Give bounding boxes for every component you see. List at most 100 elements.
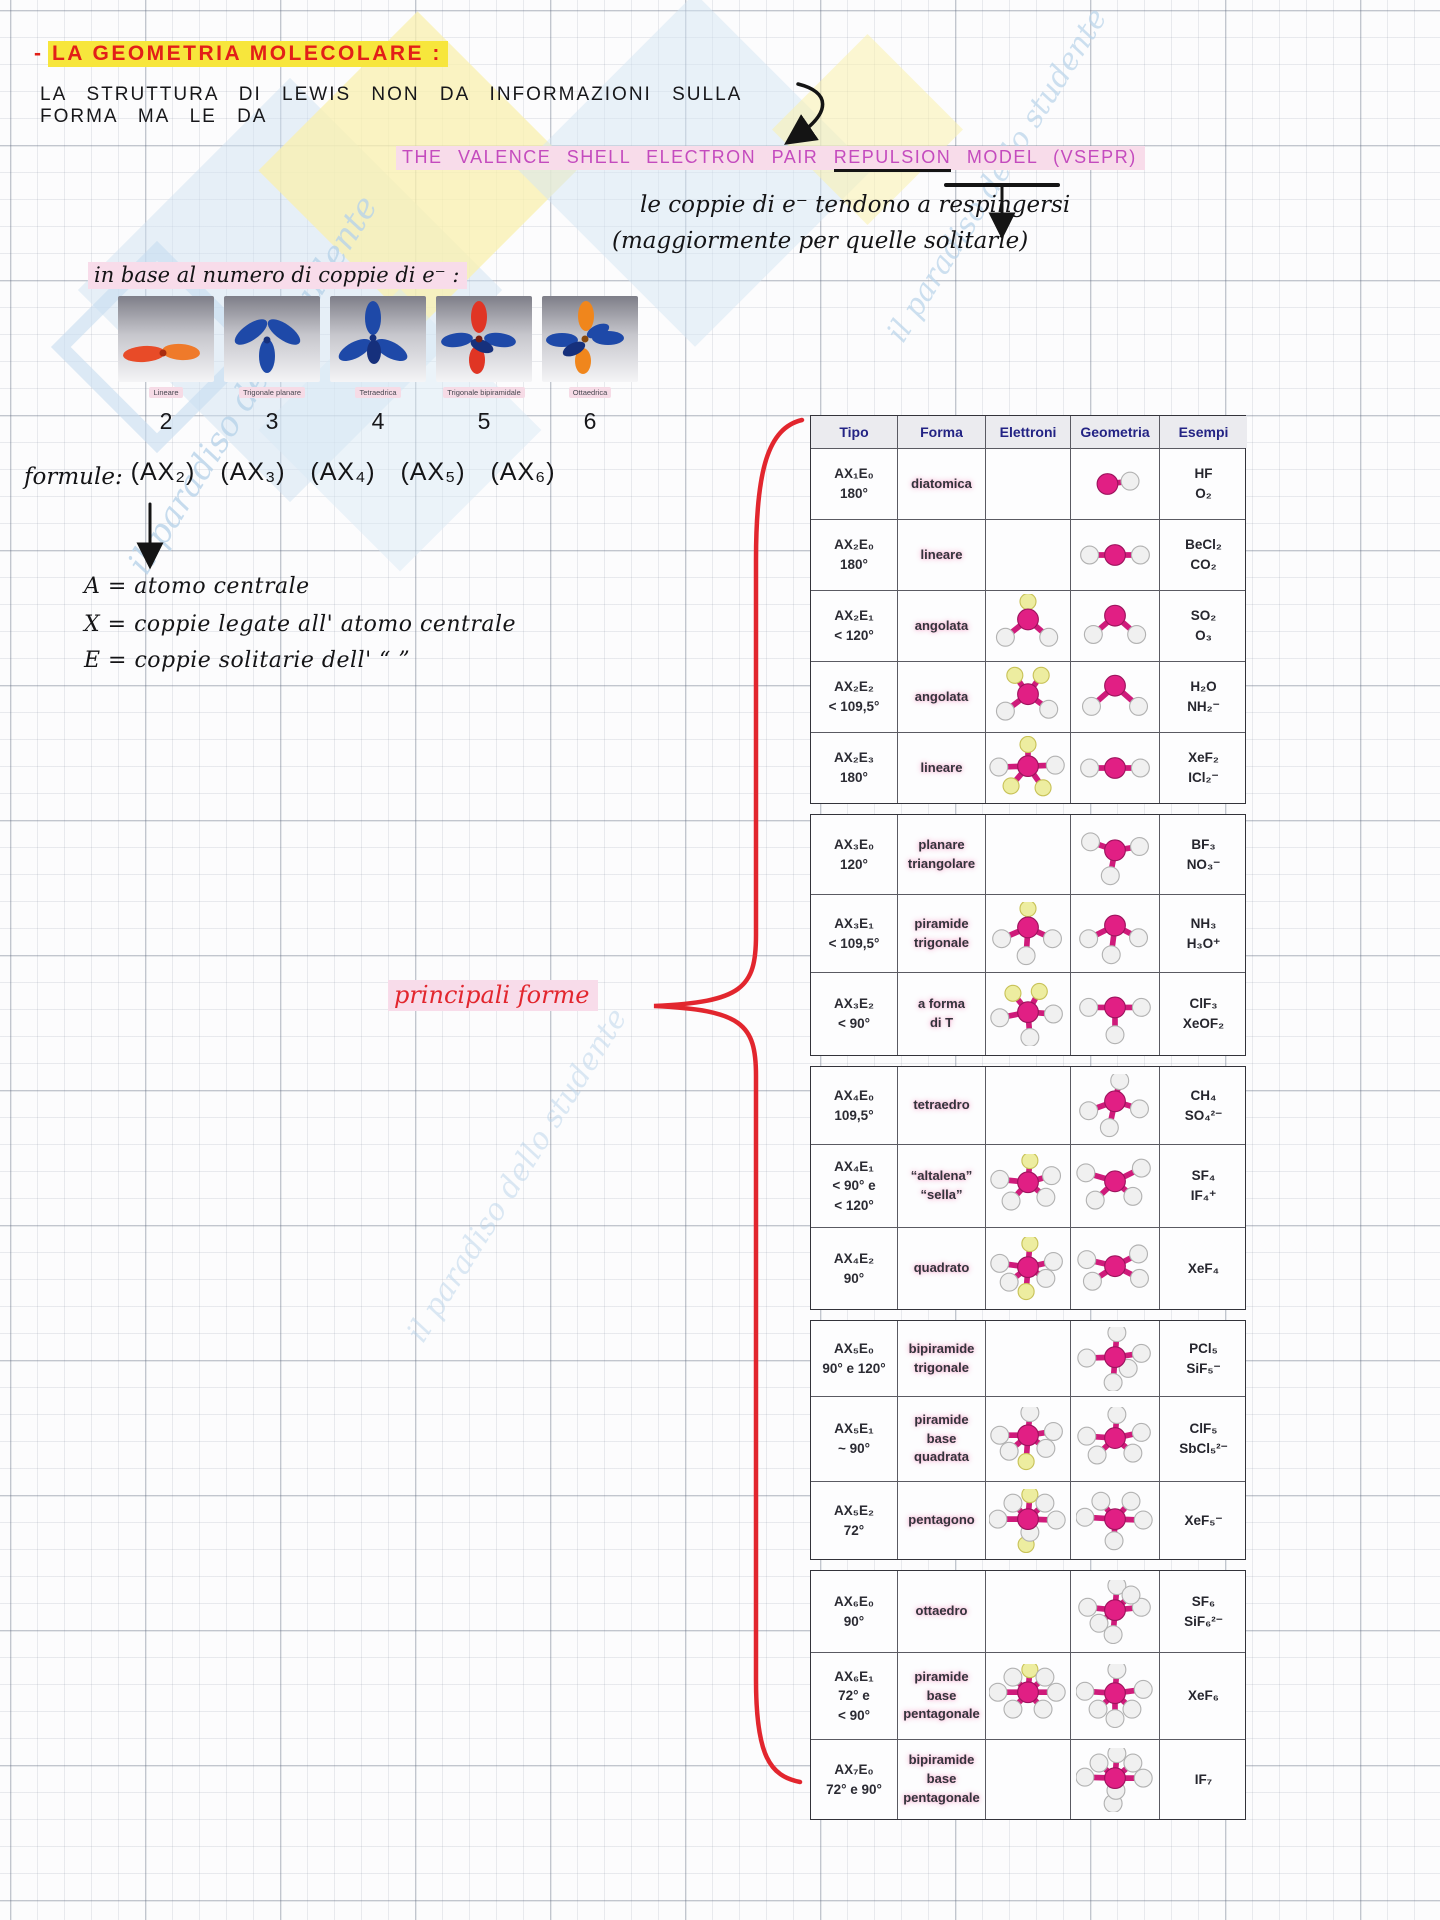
cell-elettroni (985, 973, 1070, 1055)
oct-2-lone-model-icon (990, 1236, 1063, 1300)
cell-esempi: SF₆ SiF₆²⁻ (1159, 1571, 1247, 1652)
tbp-1-lone-model-icon (990, 1154, 1062, 1211)
table-group: AX₅E₀ 90° e 120° bipiramide trigonale PCl₅… (810, 1320, 1246, 1560)
formula-item: (AX₆) (490, 458, 556, 486)
seesaw-model-icon (1076, 1158, 1151, 1210)
cell-forma: a forma di T (897, 973, 985, 1055)
watermark-diamond-blue-large (77, 77, 503, 503)
balloon-trigonal-bipyramidal-icon (436, 296, 532, 382)
balloon-octahedral-icon (542, 296, 638, 382)
cell-tipo: AX₄E₀ 109,5° (833, 1087, 875, 1123)
title-dash: - (34, 42, 44, 65)
cell-esempi: XeF₄ (1159, 1228, 1247, 1309)
t-shape-model-icon (1079, 996, 1151, 1045)
cell-tipo: AX₃E₂ < 90° (834, 996, 874, 1031)
cell-tipo: AX₂E₃ 180° (834, 750, 874, 785)
pair-count-number: 2 (159, 408, 173, 434)
cell-geometria (1070, 449, 1159, 519)
balloon-model-balloon-tetrahedral: Tetraedrica 4 (330, 296, 426, 435)
trigonal-planar-model-icon (1081, 831, 1149, 885)
pentagonal-bipyramid-model-icon (1076, 1747, 1153, 1812)
cell-forma: bipiramide base pentagonale (897, 1740, 985, 1819)
pair-count-number: 4 (371, 408, 385, 434)
watermark-text-3: il paradiso dello studente (400, 1002, 635, 1349)
cell-tipo: AX₅E₂ 72° (834, 1502, 874, 1538)
bent-109-model-icon (1081, 674, 1149, 716)
cell-elettroni (985, 1067, 1070, 1144)
pentagon-model-icon (1076, 1491, 1153, 1550)
tetra-1-lone-model-icon (992, 901, 1062, 965)
electron-pairs-note-line1: le coppie di e⁻ tendono a respingersi (640, 192, 1071, 218)
table-row: AX₆E₁ 72° e < 90° piramide base pentagona… (811, 1652, 1245, 1739)
cell-geometria (1070, 1571, 1159, 1652)
cell-elettroni (985, 520, 1070, 590)
cell-geometria (1070, 1321, 1159, 1396)
base-number-note: in base al numero di coppie di e⁻ : (88, 262, 468, 289)
cell-forma: piramide base quadrata (897, 1397, 985, 1481)
table-group: AX₆E₀ 90° ottaedro SF₆ SiF₆²⁻ AX₆E₁ 72° e <… (810, 1570, 1246, 1820)
cell-tipo: AX₇E₀ 72° e 90° (826, 1761, 882, 1797)
header-forma: Forma (897, 416, 985, 448)
table-row: AX₂E₀ 180° lineare BeCl₂ CO₂ (811, 519, 1245, 590)
table-row: AX₅E₀ 90° e 120° bipiramide trigonale PCl₅… (811, 1321, 1245, 1396)
cell-elettroni (985, 1397, 1070, 1481)
square-planar-model-icon (1077, 1243, 1149, 1291)
header-elettroni: Elettroni (985, 416, 1070, 448)
cell-elettroni (985, 662, 1070, 732)
cell-forma: piramide trigonale (897, 895, 985, 972)
balloon-model-balloon-trigonal-bipyramidal: Trigonale bipiramidale 5 (436, 296, 532, 435)
pbp-2-lone-model-icon (989, 1488, 1066, 1553)
pair-count-number: 3 (265, 408, 279, 434)
formula-item: (AX₅) (400, 458, 466, 486)
cell-geometria (1070, 1228, 1159, 1309)
vsepr-repulsion-underlined: REPULSION (833, 147, 952, 172)
table-row: AX₁E₀ 180° diatomica HF O₂ (811, 448, 1245, 519)
cell-esempi: SO₂ O₃ (1159, 591, 1247, 661)
cell-elettroni (985, 895, 1070, 972)
intro-sentence: LA STRUTTURA DI LEWIS NON DA INFORMAZION… (40, 84, 742, 127)
cell-forma: piramide base pentagonale (897, 1653, 985, 1739)
square-pyramid-model-icon (1077, 1407, 1151, 1465)
cell-geometria (1070, 662, 1159, 732)
balloon-caption: Ottaedrica (568, 387, 612, 398)
cell-geometria (1070, 1397, 1159, 1481)
header-geometria: Geometria (1070, 416, 1159, 448)
cell-tipo: AX₅E₁ ~ 90° (834, 1421, 874, 1456)
formule-label: formule: (24, 464, 123, 490)
cell-forma: ottaedro (897, 1571, 985, 1652)
table-group: Tipo Forma Elettroni Geometria Esempi AX… (810, 415, 1247, 804)
trigonal-bipyramid-model-icon (1077, 1326, 1151, 1391)
watermark-text-2: il paradiso dello studente (880, 2, 1115, 349)
balloon-linear-icon (118, 296, 214, 382)
cell-forma: bipiramide trigonale (897, 1321, 985, 1396)
table-row: AX₃E₁ < 109,5° piramide trigonale NH₃ H₃O⁺ (811, 894, 1245, 972)
balloon-models-row: Lineare 2 Trigonale planare 3 Tetraedrica 4 Tr… (118, 296, 638, 435)
balloon-caption: Trigonale planare (238, 387, 306, 398)
table-row: AX₄E₁ < 90° e < 120° “altalena” “sella” SF… (811, 1144, 1245, 1227)
cell-tipo: AX₁E₀ 180° (834, 466, 874, 501)
definition-E: E = coppie solitarie dell' “ ” (84, 648, 411, 673)
table-row: AX₃E₀ 120° planare triangolare BF₃ NO₃⁻ (811, 815, 1245, 894)
cell-tipo: AX₃E₁ < 109,5° (828, 915, 880, 951)
table-row: AX₇E₀ 72° e 90° bipiramide base pentagona… (811, 1739, 1245, 1819)
cell-tipo: AX₅E₀ 90° e 120° (822, 1340, 886, 1376)
bent-1-lone-model-icon (995, 594, 1059, 647)
cell-esempi: H₂O NH₂⁻ (1159, 662, 1247, 732)
cell-esempi: ClF₅ SbCl₅²⁻ (1159, 1397, 1247, 1481)
cell-esempi: HF O₂ (1159, 449, 1247, 519)
cell-esempi: BeCl₂ CO₂ (1159, 520, 1247, 590)
balloon-trigonal-planar-icon (224, 296, 320, 382)
balloon-caption: Trigonale bipiramidale (443, 387, 525, 398)
cell-esempi: XeF₅⁻ (1159, 1482, 1247, 1559)
cell-elettroni (985, 733, 1070, 803)
cell-forma: angolata (897, 591, 985, 661)
cell-elettroni (985, 1482, 1070, 1559)
page-title: - LA GEOMETRIA MOLECOLARE : (34, 41, 448, 67)
oct-1-lone-model-icon (990, 1407, 1063, 1471)
vsepr-part1: THE VALENCE SHELL ELECTRON PAIR (402, 147, 819, 167)
pair-count-number: 6 (583, 408, 597, 434)
table-row: AX₅E₁ ~ 90° piramide base quadrata ClF₅ Sb… (811, 1396, 1245, 1481)
cell-forma: planare triangolare (897, 815, 985, 894)
cell-geometria (1070, 1740, 1159, 1819)
cell-elettroni (985, 1228, 1070, 1309)
